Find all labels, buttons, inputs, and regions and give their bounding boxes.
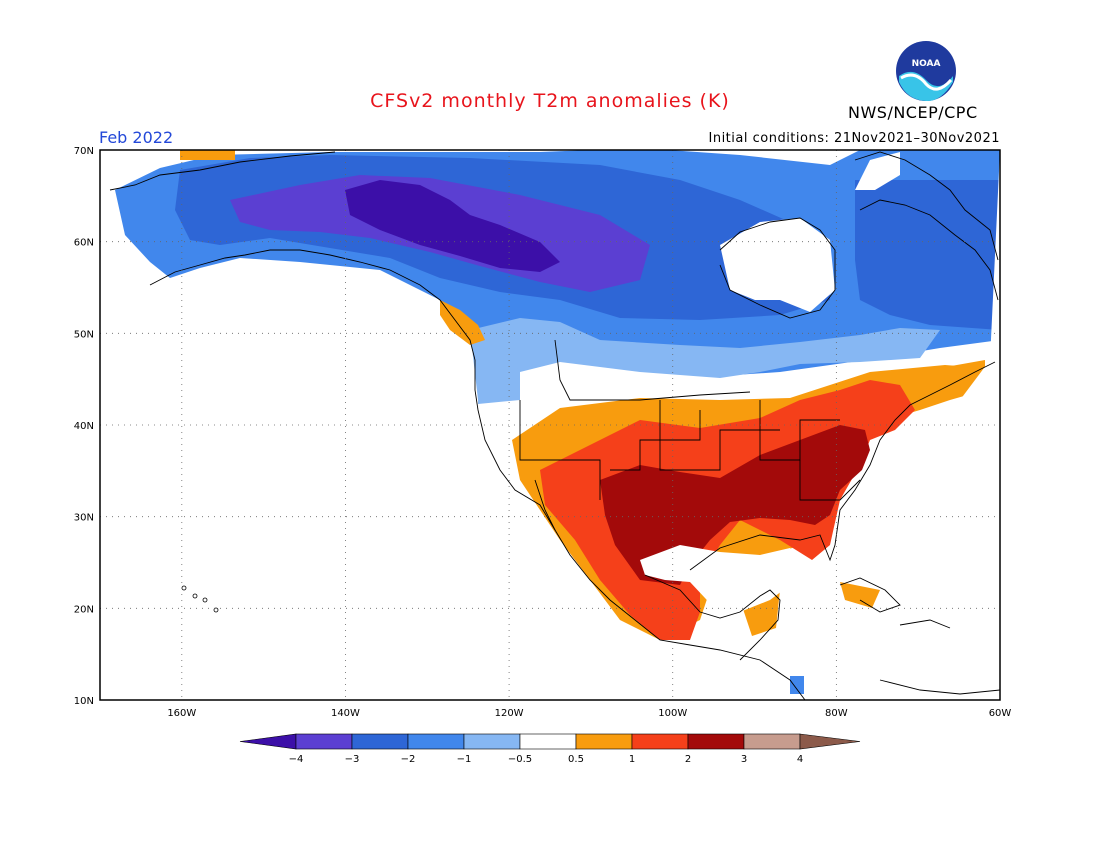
coastline xyxy=(519,400,601,500)
coastline xyxy=(719,217,836,319)
colorbar-segment xyxy=(519,733,577,750)
gridlines xyxy=(100,150,1000,700)
lat-tick-label: 40N xyxy=(74,421,94,432)
water-area xyxy=(640,545,800,612)
anomaly-region xyxy=(478,368,520,404)
anomaly-region xyxy=(600,425,870,585)
coastline xyxy=(689,361,996,571)
colorbar: −4 −3 −2 −1 −0.5 0.5 1 2 3 4 xyxy=(239,733,861,765)
colorbar-segment xyxy=(351,733,409,750)
coastline xyxy=(554,339,751,401)
colorbar-segment xyxy=(743,733,801,750)
colorbar-tick-label: −4 xyxy=(289,754,304,765)
colorbar-segment xyxy=(575,733,633,750)
water-area xyxy=(840,520,900,580)
colorbar-tick-label: 1 xyxy=(629,754,635,765)
colorbar-tick-label: 3 xyxy=(741,754,747,765)
forecast-month: Feb 2022 xyxy=(99,128,174,147)
lon-tick-label: 100W xyxy=(658,708,687,719)
colorbar-segment xyxy=(463,733,521,750)
agency-label: NWS/NCEP/CPC xyxy=(848,103,978,122)
lon-tick-label: 140W xyxy=(331,708,360,719)
coastline xyxy=(534,479,556,531)
coastline xyxy=(839,577,901,613)
coastline xyxy=(854,151,999,261)
lat-tick-label: 50N xyxy=(74,329,94,340)
anomaly-region xyxy=(855,180,1000,330)
colorbar-segment xyxy=(407,733,465,750)
colorbar-segment xyxy=(631,733,689,750)
colorbar-segment xyxy=(295,733,353,750)
water-area xyxy=(855,152,900,190)
coastline xyxy=(699,589,781,661)
lon-tick-label: 80W xyxy=(825,708,848,719)
plot-frame xyxy=(99,149,1001,701)
coastline xyxy=(610,410,701,471)
coastline xyxy=(799,460,861,501)
colorbar-tick-label: −2 xyxy=(401,754,416,765)
initial-conditions: Initial conditions: 21Nov2021–30Nov2021 xyxy=(708,131,1000,146)
lon-tick-label: 160W xyxy=(167,708,196,719)
anomaly-region xyxy=(470,318,940,400)
coastline xyxy=(859,199,999,301)
colorbar-tick-label: −3 xyxy=(345,754,360,765)
water-area xyxy=(960,150,1000,700)
coastline xyxy=(149,249,806,700)
island xyxy=(192,593,198,599)
chart-title: CFSv2 monthly T2m anomalies (K) xyxy=(370,90,730,112)
lon-axis-labels: 160W 140W 120W 100W 80W 60W xyxy=(167,708,1011,719)
anomaly-region xyxy=(180,150,235,160)
colorbar-tick-label: −0.5 xyxy=(508,754,532,765)
lon-tick-label: 120W xyxy=(495,708,524,719)
coastlines xyxy=(109,151,1000,700)
lat-tick-label: 60N xyxy=(74,238,94,249)
coastline xyxy=(644,574,701,613)
anomaly-region xyxy=(345,180,560,272)
colorbar-tick-label: 2 xyxy=(685,754,691,765)
coastline xyxy=(659,400,780,471)
anomaly-region xyxy=(790,676,804,694)
lat-tick-label: 30N xyxy=(74,513,94,524)
colorbar-tick-label: 4 xyxy=(797,754,803,765)
anomaly-region xyxy=(840,582,880,608)
noaa-logo-text: NOAA xyxy=(912,59,941,69)
lat-tick-label: 10N xyxy=(74,696,94,707)
coastline xyxy=(879,679,1000,695)
island xyxy=(202,597,208,603)
lat-tick-label: 70N xyxy=(74,146,94,157)
anomaly-field xyxy=(115,150,1000,700)
colorbar-arrow-high xyxy=(799,733,861,750)
noaa-logo: NOAA xyxy=(896,41,956,102)
lat-axis-labels: 70N 60N 50N 40N 30N 20N 10N xyxy=(74,146,94,707)
colorbar-arrow-low xyxy=(239,733,297,750)
colorbar-segment xyxy=(687,733,745,750)
anomaly-region xyxy=(440,300,485,345)
coastline xyxy=(899,619,951,629)
colorbar-tick-label: −1 xyxy=(457,754,472,765)
colorbar-tick-label: 0.5 xyxy=(568,754,584,765)
lon-tick-label: 60W xyxy=(989,708,1012,719)
coastline xyxy=(109,151,336,191)
lat-tick-label: 20N xyxy=(74,604,94,615)
island xyxy=(213,607,219,613)
